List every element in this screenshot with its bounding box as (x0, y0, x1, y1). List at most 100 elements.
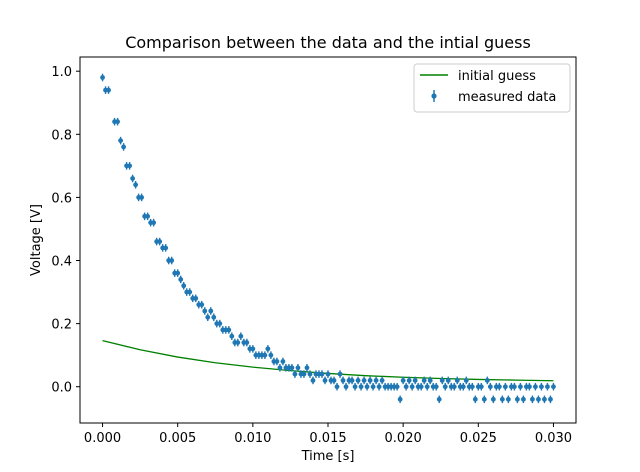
y-tick-label: 0.4 (51, 255, 72, 270)
measured-data-point (229, 333, 235, 339)
y-tick-label: 0.0 (51, 381, 72, 396)
measured-data-point (292, 371, 298, 377)
chart-title: Comparison between the data and the inti… (125, 33, 531, 52)
measured-data-point (178, 277, 184, 282)
x-tick-label: 0.015 (309, 431, 346, 446)
measured-data-point (355, 378, 361, 383)
measured-data-point (478, 384, 484, 390)
measured-data-point (133, 182, 139, 188)
x-tick-label: 0.005 (159, 431, 196, 446)
measured-data-point (289, 365, 295, 371)
x-axis-label: Time [s] (301, 449, 355, 464)
measured-data-point (364, 384, 370, 390)
measured-data-point (319, 371, 325, 377)
x-tick-label: 0.010 (234, 431, 271, 446)
measured-data-point (502, 384, 508, 390)
measured-data-point (406, 378, 412, 383)
measured-data-point (235, 340, 241, 345)
measured-data-point (358, 384, 364, 390)
measured-data-point (301, 371, 307, 377)
measured-data-point (238, 333, 244, 339)
measured-data-point (427, 378, 433, 383)
y-tick-label: 1.0 (51, 65, 72, 80)
measured-data-point (343, 384, 349, 390)
measured-data-point (157, 239, 163, 244)
measured-data-point (421, 378, 427, 383)
measured-data-point (469, 384, 475, 390)
measured-data-point (205, 314, 211, 320)
measured-data-point (268, 352, 274, 358)
measured-data-point (551, 384, 556, 390)
measured-data-point (424, 384, 430, 390)
measured-data-point (118, 138, 123, 144)
measured-data-point (121, 144, 126, 150)
measured-data-point (418, 384, 424, 390)
measured-data-point (175, 270, 181, 276)
measured-data-point (115, 119, 120, 125)
measured-data-point (527, 384, 532, 390)
measured-data-point (487, 384, 493, 390)
measured-data-point (211, 314, 217, 320)
measured-data-point (169, 258, 175, 263)
measured-data-point (490, 396, 496, 402)
measured-data-point (542, 396, 547, 402)
measured-data-point (397, 396, 403, 402)
measured-data-point (451, 384, 457, 390)
measured-data-point (208, 308, 214, 314)
measured-data-point (340, 378, 346, 383)
measured-data-point (484, 378, 490, 383)
measured-data-point (376, 384, 382, 390)
measured-data-point (520, 396, 526, 402)
measured-data-point (463, 378, 469, 383)
measured-data-point (262, 352, 268, 358)
measured-data-point (370, 384, 376, 390)
y-tick-label: 0.2 (51, 318, 72, 333)
measured-data-point (193, 295, 199, 301)
measured-data-point (361, 378, 367, 383)
measured-data-point (412, 378, 418, 383)
measured-data-point (352, 384, 358, 390)
measured-data-point (545, 384, 550, 390)
measured-data-point (130, 176, 136, 181)
legend-measured-data-label: measured data (458, 90, 556, 105)
measured-data-point (409, 384, 415, 390)
measured-data-point (322, 378, 328, 383)
measured-data-point (499, 396, 505, 402)
measured-data-point (280, 359, 286, 364)
measured-data-point (307, 371, 313, 377)
measured-data-point (533, 384, 538, 390)
measured-data-point (460, 384, 466, 390)
measured-data-point (394, 384, 400, 390)
measured-data-point (496, 384, 502, 390)
measured-data-point (472, 396, 478, 402)
measured-data-point (454, 378, 460, 383)
x-tick-label: 0.025 (460, 431, 497, 446)
measured-data-point (163, 245, 169, 251)
measured-data-point (400, 378, 406, 383)
y-tick-label: 0.6 (51, 191, 72, 206)
measured-data-point (127, 163, 132, 169)
measured-data-point (373, 378, 379, 383)
measured-data-point (349, 378, 355, 383)
measured-data-point (403, 384, 409, 390)
measured-data-point (334, 384, 340, 390)
measured-data-point (181, 283, 187, 289)
measured-data-point (331, 378, 337, 383)
measured-data-point (539, 384, 544, 390)
measured-data-point (445, 378, 451, 383)
measured-data-point (244, 340, 250, 345)
measured-data-point (337, 371, 343, 377)
measured-data-point (274, 359, 280, 364)
measured-data-point (217, 321, 223, 327)
measured-data-point (100, 75, 105, 80)
measured-data-point (436, 396, 442, 402)
x-tick-label: 0.020 (385, 431, 422, 446)
y-axis-ticks: 0.0 0.2 0.4 0.6 0.8 1.0 (51, 65, 80, 396)
x-axis-ticks: 0.000 0.005 0.010 0.015 0.020 0.025 0.030 (84, 423, 572, 446)
measured-data-point (433, 384, 439, 390)
measured-data-point (536, 396, 541, 402)
measured-data-point (548, 396, 553, 402)
measured-data-point (514, 396, 520, 402)
measured-data-point (226, 327, 232, 333)
